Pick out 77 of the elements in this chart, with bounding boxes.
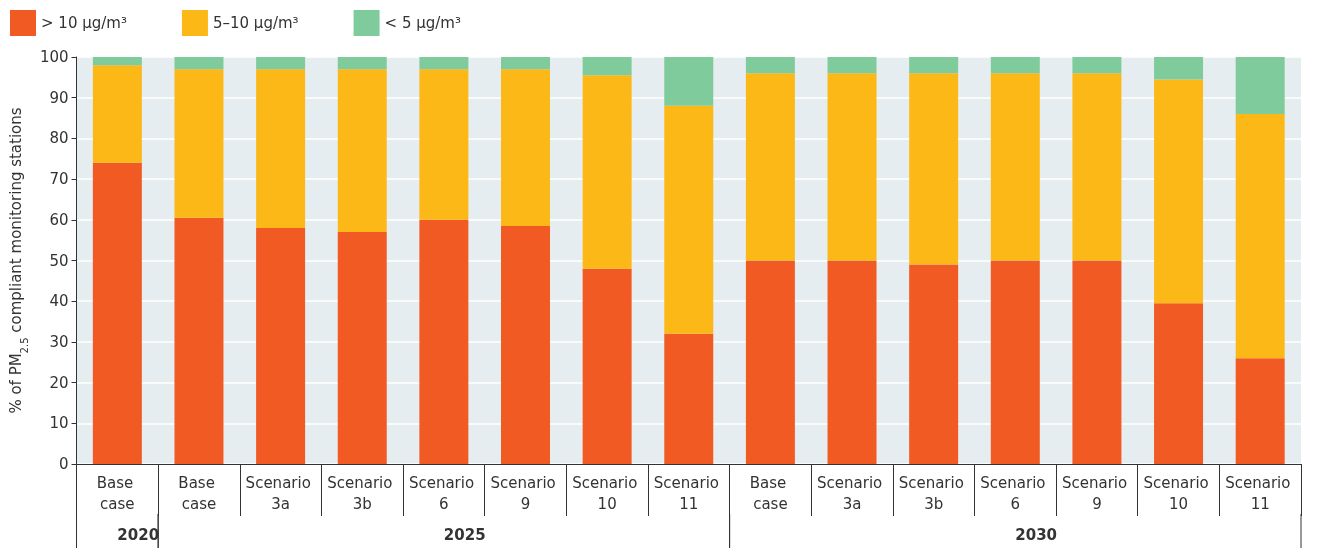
bar <box>745 73 795 261</box>
bar <box>337 57 387 70</box>
y-tick-label: 60 <box>49 210 69 229</box>
bar <box>419 69 469 220</box>
bar <box>174 217 224 464</box>
x-tick-label: Scenario 3a <box>817 473 888 513</box>
legend-label: 5–10 µg/m³ <box>212 14 299 32</box>
bar <box>909 264 959 464</box>
bar <box>1154 303 1204 464</box>
legend-label: < 5 µg/m³ <box>384 14 461 32</box>
bar <box>174 69 224 218</box>
bar <box>745 57 795 74</box>
y-tick-label: 40 <box>49 292 69 311</box>
bar <box>501 57 550 70</box>
bar <box>1072 73 1122 261</box>
x-tick-label: Base case <box>749 473 792 513</box>
bar <box>256 69 306 228</box>
y-tick-label: 90 <box>49 88 69 107</box>
bar <box>582 75 632 269</box>
y-tick-label: 50 <box>49 251 69 270</box>
y-tick-label: 0 <box>58 455 69 473</box>
x-tick-label: Scenario 10 <box>572 473 643 513</box>
x-tick-label: Scenario 9 <box>490 473 561 513</box>
bar <box>1072 57 1122 74</box>
x-tick-label: Scenario 10 <box>1143 473 1214 513</box>
bar <box>501 225 550 464</box>
x-tick-label: Scenario 11 <box>653 473 724 513</box>
x-tick-label: Base case <box>178 473 220 513</box>
y-tick-label: 100 <box>39 48 69 66</box>
y-tick-label: 20 <box>49 373 69 392</box>
bar <box>990 73 1040 261</box>
bar <box>419 57 469 70</box>
bar <box>256 57 306 70</box>
y-tick-label: 30 <box>49 332 69 351</box>
bar <box>337 232 387 464</box>
bar <box>664 333 714 464</box>
x-tick-label: Scenario 9 <box>1061 473 1132 513</box>
bar <box>337 69 387 233</box>
bar <box>827 57 877 74</box>
y-tick-label: 70 <box>49 170 69 189</box>
bar <box>827 260 877 464</box>
bar <box>174 57 224 70</box>
bar <box>827 73 877 261</box>
bar <box>1235 113 1285 359</box>
bar <box>1154 57 1204 80</box>
bar <box>419 219 469 464</box>
bar <box>909 57 959 74</box>
bar <box>582 268 632 464</box>
bar <box>501 69 550 226</box>
y-tick-label: 10 <box>49 414 69 433</box>
bar <box>990 260 1040 464</box>
bar <box>1235 358 1285 464</box>
bar <box>745 260 795 464</box>
bar <box>990 57 1040 74</box>
y-tick-label: 80 <box>49 129 69 148</box>
text: 2025 <box>443 525 486 544</box>
y-axis-title: % of PM2.5 compliant monitoring stations <box>6 107 30 414</box>
bar <box>1072 260 1122 464</box>
x-tick-label: Scenario 6 <box>980 473 1051 513</box>
text: 2030 <box>1015 525 1058 544</box>
legend-label: > 10 µg/m³ <box>41 14 127 32</box>
bar <box>1235 57 1285 114</box>
bar <box>92 57 142 66</box>
x-tick-label: Scenario 3b <box>898 473 969 513</box>
bar <box>256 227 306 464</box>
bar <box>909 73 959 265</box>
bar <box>664 57 714 106</box>
bar <box>92 65 142 163</box>
x-tick-label: Scenario 3b <box>327 473 398 513</box>
bar <box>582 57 632 76</box>
x-tick-label: Scenario 11 <box>1225 473 1296 513</box>
x-tick-label: Base case <box>96 473 138 513</box>
bar <box>664 105 714 334</box>
bar <box>92 162 142 464</box>
x-tick-label: Scenario 3a <box>245 473 316 513</box>
x-tick-label: Scenario 6 <box>408 473 479 513</box>
bar <box>1154 79 1204 304</box>
